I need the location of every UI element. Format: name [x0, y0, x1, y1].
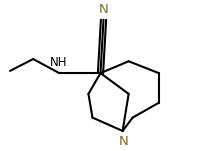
Text: NH: NH — [49, 56, 67, 69]
Text: N: N — [98, 3, 108, 16]
Text: N: N — [118, 135, 128, 148]
